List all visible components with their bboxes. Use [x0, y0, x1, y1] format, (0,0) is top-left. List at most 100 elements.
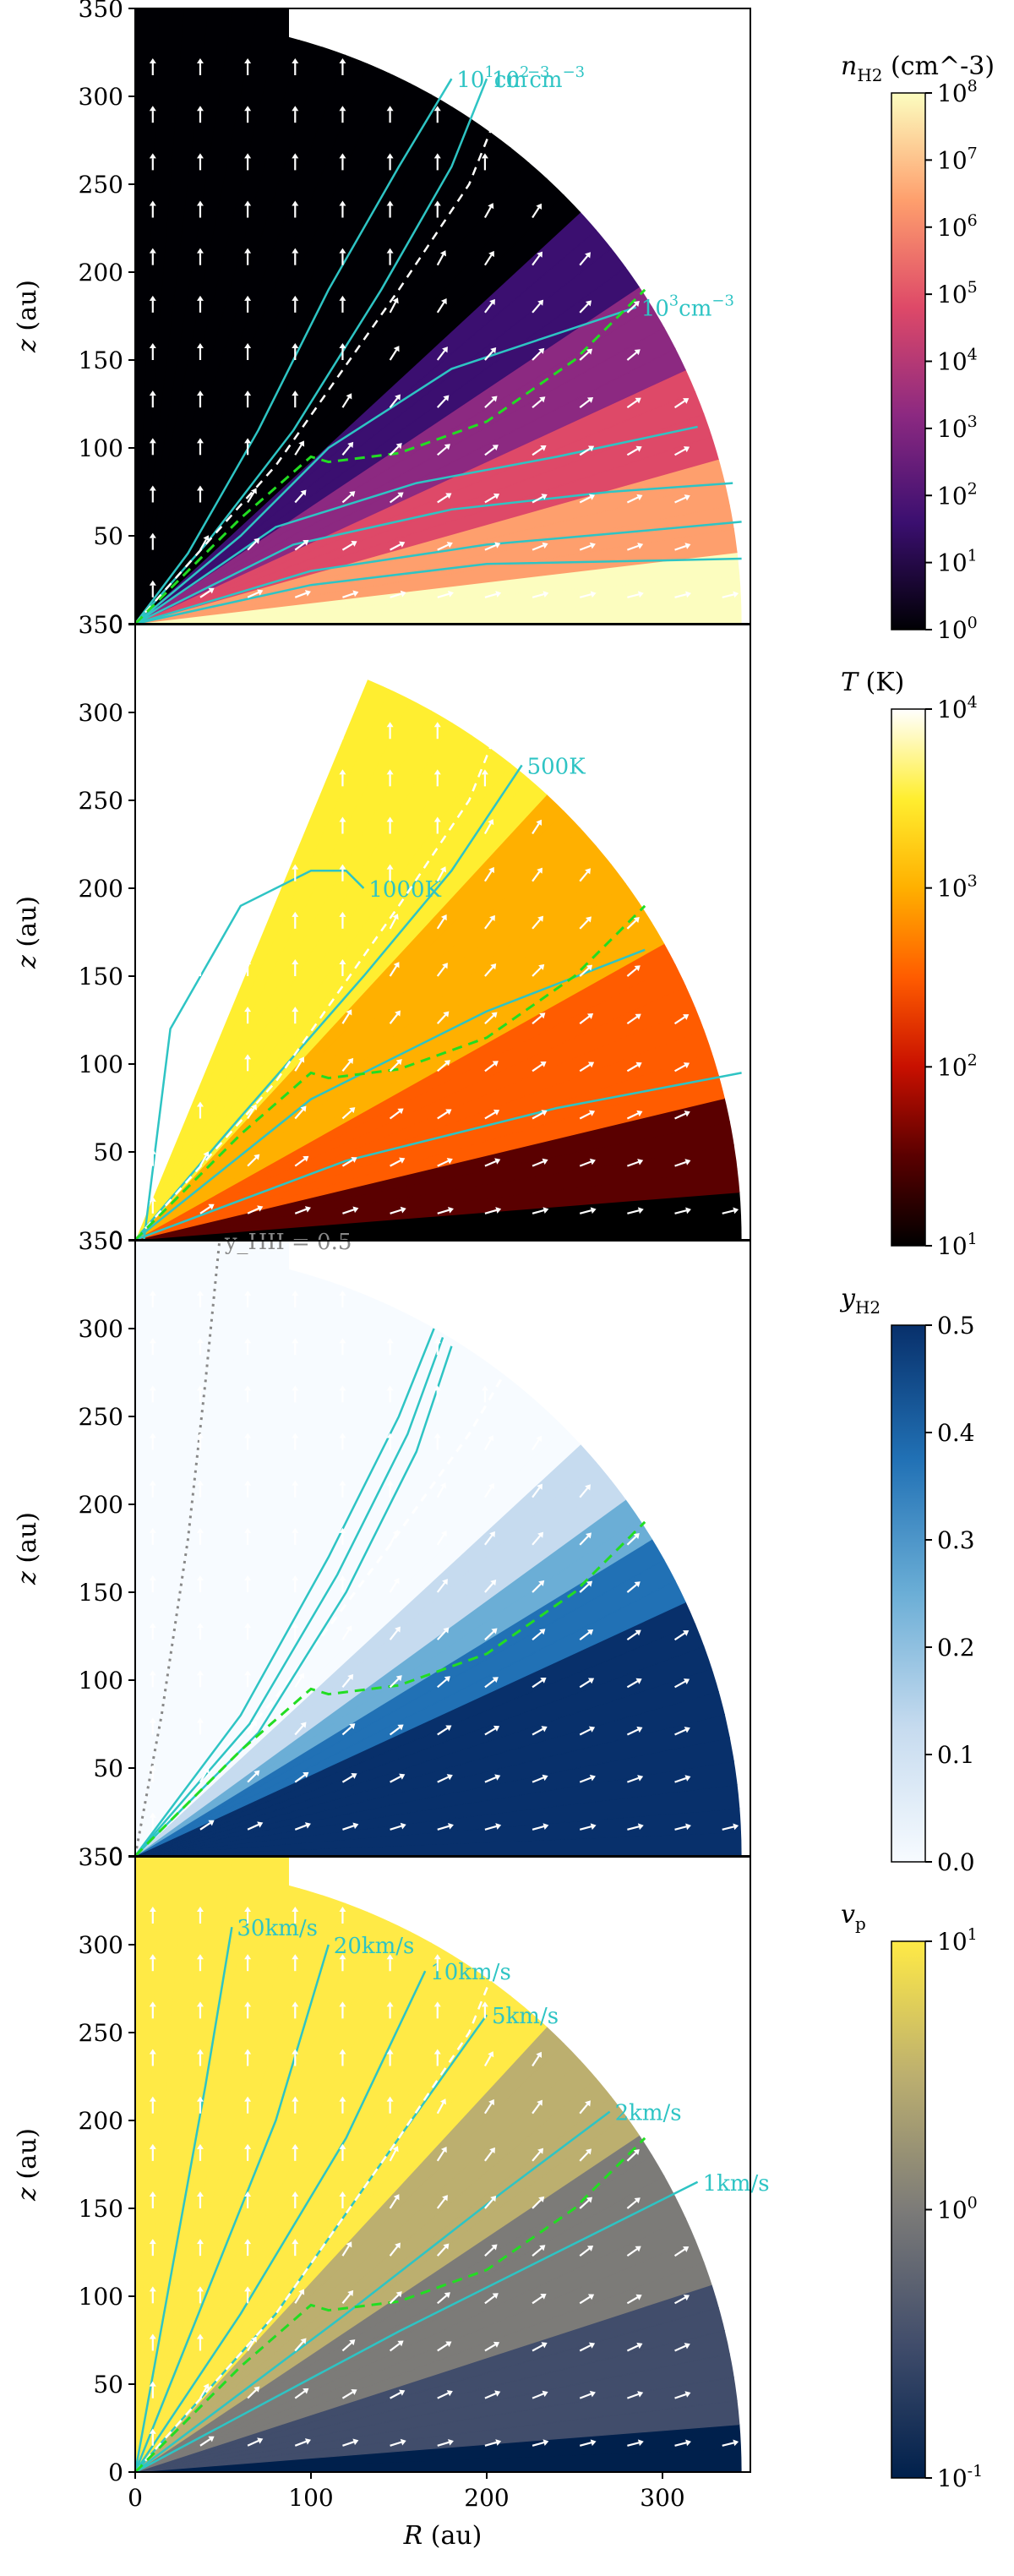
- field-wedge: [135, 625, 742, 1240]
- velocity-arrowhead: [481, 1385, 488, 1391]
- velocity-arrowhead: [149, 1670, 156, 1676]
- velocity-arrow: [722, 1209, 734, 1214]
- velocity-arrowhead: [196, 1338, 204, 1344]
- y-tick-label: 250: [79, 787, 123, 815]
- velocity-arrowhead: [292, 1575, 299, 1580]
- colorbar-tick-label: 104: [937, 693, 978, 723]
- velocity-arrowhead: [339, 1480, 346, 1486]
- velocity-arrowhead: [208, 1820, 215, 1826]
- velocity-arrow: [342, 592, 355, 598]
- velocity-arrowhead: [386, 769, 394, 775]
- x-tick-label: 100: [288, 2484, 333, 2512]
- field-wedge: [135, 625, 742, 1240]
- velocity-arrowhead: [304, 1822, 311, 1829]
- velocity-arrow: [579, 1826, 592, 1831]
- field-wedge: [135, 625, 742, 1240]
- velocity-arrowhead: [244, 2049, 252, 2055]
- velocity-arrowhead: [733, 1207, 739, 1214]
- field-wedge: [135, 1241, 742, 1856]
- velocity-arrowhead: [395, 1626, 401, 1633]
- y-tick-label: 250: [79, 2019, 123, 2047]
- velocity-arrow: [627, 544, 639, 551]
- velocity-arrowhead: [292, 1433, 299, 1438]
- velocity-arrow: [484, 1582, 494, 1593]
- velocity-arrowhead: [149, 2286, 156, 2292]
- velocity-arrowhead: [448, 1207, 454, 1214]
- velocity-arrow: [436, 1582, 446, 1593]
- velocity-arrowhead: [292, 200, 299, 206]
- velocity-arrow: [483, 870, 493, 882]
- velocity-arrowhead: [149, 1480, 156, 1486]
- velocity-arrowhead: [585, 916, 592, 923]
- velocity-arrowhead: [196, 153, 204, 159]
- velocity-arrowhead: [442, 347, 448, 353]
- field-wedge: [135, 1857, 742, 2472]
- velocity-arrow: [437, 494, 449, 504]
- velocity-arrow: [484, 1678, 495, 1689]
- field-wedge: [135, 1241, 742, 1856]
- velocity-arrowhead: [244, 959, 252, 964]
- velocity-arrow: [199, 1771, 207, 1783]
- y-tick-label: 150: [79, 2195, 123, 2223]
- velocity-arrow: [722, 1826, 734, 1831]
- colorbar-tick-label: 0.0: [937, 1848, 975, 1876]
- velocity-arrowhead: [149, 1907, 156, 1913]
- velocity-arrowhead: [683, 1630, 690, 1636]
- velocity-arrow: [294, 1824, 307, 1831]
- velocity-arrowhead: [733, 1823, 739, 1831]
- velocity-arrow: [437, 1727, 449, 1736]
- velocity-arrowhead: [149, 2096, 156, 2102]
- velocity-arrowhead: [445, 2341, 452, 2348]
- velocity-arrowhead: [349, 491, 356, 498]
- velocity-arrowhead: [196, 106, 204, 112]
- velocity-arrowhead: [196, 1717, 204, 1723]
- y-tick-label: 200: [79, 875, 123, 903]
- velocity-arrowhead: [540, 1677, 547, 1684]
- y-tick-label: 50: [93, 1138, 123, 1166]
- velocity-arrowhead: [339, 248, 346, 254]
- velocity-arrow: [342, 1825, 355, 1831]
- velocity-arrowhead: [491, 396, 498, 402]
- field-wedge: [135, 1857, 742, 2472]
- y-tick-label: 350: [79, 1843, 123, 1871]
- velocity-arrow: [390, 1160, 401, 1167]
- velocity-arrowhead: [244, 1575, 252, 1580]
- velocity-arrow: [436, 2102, 444, 2115]
- velocity-arrowhead: [400, 1206, 406, 1214]
- velocity-arrowhead: [149, 816, 156, 822]
- velocity-arrowhead: [300, 1722, 307, 1728]
- velocity-arrowhead: [634, 349, 641, 356]
- velocity-arrow: [484, 1534, 493, 1546]
- velocity-arrowhead: [149, 390, 156, 396]
- velocity-arrow: [294, 1158, 306, 1167]
- field-wedge: [135, 625, 721, 1240]
- velocity-arrowhead: [149, 1196, 156, 1202]
- velocity-arrow: [532, 2393, 544, 2399]
- velocity-arrowhead: [196, 2239, 204, 2245]
- velocity-arrowhead: [590, 1207, 597, 1214]
- velocity-arrow: [437, 1160, 449, 1167]
- velocity-arrowhead: [339, 58, 346, 64]
- velocity-arrowhead: [684, 1159, 691, 1165]
- velocity-arrowhead: [149, 295, 156, 301]
- velocity-arrow: [674, 1728, 686, 1736]
- velocity-arrow: [484, 1825, 497, 1831]
- field-wedge: [135, 101, 742, 624]
- field-wedge: [135, 625, 335, 1240]
- velocity-arrowhead: [443, 395, 450, 401]
- velocity-arrowhead: [395, 1059, 402, 1066]
- velocity-arrow: [579, 1535, 589, 1546]
- field-wedge: [135, 1241, 658, 1856]
- velocity-arrowhead: [439, 866, 446, 873]
- velocity-arrow: [436, 1486, 444, 1498]
- velocity-arrowhead: [488, 866, 494, 874]
- velocity-arrows: [149, 58, 739, 598]
- velocity-arrowhead: [433, 1954, 441, 1960]
- field-wedge: [135, 8, 742, 624]
- velocity-arrowhead: [445, 493, 452, 499]
- field-wedge: [135, 625, 742, 1240]
- velocity-arrowhead: [542, 2439, 549, 2446]
- contour-label: y_HII = 0.5: [224, 1230, 352, 1255]
- velocity-arrowhead: [433, 200, 441, 206]
- velocity-arrow: [437, 2441, 450, 2447]
